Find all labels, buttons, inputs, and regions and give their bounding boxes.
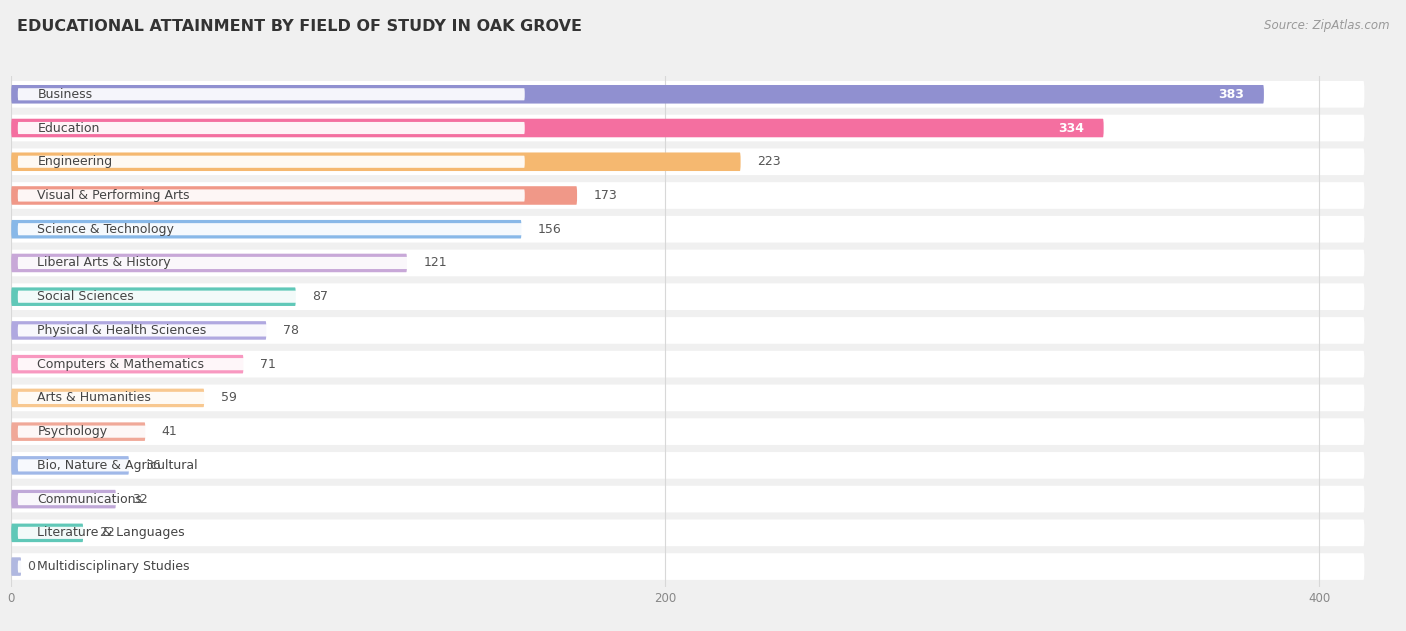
Text: Physical & Health Sciences: Physical & Health Sciences [38, 324, 207, 337]
FancyBboxPatch shape [11, 389, 204, 407]
FancyBboxPatch shape [11, 216, 1364, 242]
FancyBboxPatch shape [11, 452, 1364, 479]
FancyBboxPatch shape [11, 254, 406, 272]
Text: 41: 41 [162, 425, 177, 438]
FancyBboxPatch shape [18, 189, 524, 201]
Text: Computers & Mathematics: Computers & Mathematics [38, 358, 204, 370]
FancyBboxPatch shape [18, 88, 524, 100]
Text: 173: 173 [593, 189, 617, 202]
FancyBboxPatch shape [18, 358, 524, 370]
FancyBboxPatch shape [11, 384, 1364, 411]
Text: 71: 71 [260, 358, 276, 370]
Text: Visual & Performing Arts: Visual & Performing Arts [38, 189, 190, 202]
Text: Business: Business [38, 88, 93, 101]
FancyBboxPatch shape [18, 223, 524, 235]
Text: Psychology: Psychology [38, 425, 107, 438]
Text: 0: 0 [28, 560, 35, 573]
Text: 223: 223 [756, 155, 780, 168]
Text: Communications: Communications [38, 493, 142, 505]
Text: Engineering: Engineering [38, 155, 112, 168]
Text: 383: 383 [1219, 88, 1244, 101]
FancyBboxPatch shape [18, 291, 524, 303]
Text: Education: Education [38, 122, 100, 134]
Text: Arts & Humanities: Arts & Humanities [38, 391, 152, 404]
Text: Science & Technology: Science & Technology [38, 223, 174, 236]
FancyBboxPatch shape [11, 85, 1264, 103]
FancyBboxPatch shape [11, 250, 1364, 276]
FancyBboxPatch shape [11, 355, 243, 374]
Text: 87: 87 [312, 290, 328, 303]
FancyBboxPatch shape [18, 493, 524, 505]
FancyBboxPatch shape [18, 425, 524, 438]
FancyBboxPatch shape [11, 418, 1364, 445]
Text: Liberal Arts & History: Liberal Arts & History [38, 256, 172, 269]
FancyBboxPatch shape [11, 287, 295, 306]
Text: 334: 334 [1057, 122, 1084, 134]
Text: 156: 156 [538, 223, 561, 236]
Text: 36: 36 [145, 459, 162, 472]
Text: Bio, Nature & Agricultural: Bio, Nature & Agricultural [38, 459, 198, 472]
FancyBboxPatch shape [11, 148, 1364, 175]
Text: EDUCATIONAL ATTAINMENT BY FIELD OF STUDY IN OAK GROVE: EDUCATIONAL ATTAINMENT BY FIELD OF STUDY… [17, 19, 582, 34]
FancyBboxPatch shape [11, 321, 266, 339]
Text: 32: 32 [132, 493, 148, 505]
FancyBboxPatch shape [11, 182, 1364, 209]
FancyBboxPatch shape [11, 81, 1364, 108]
FancyBboxPatch shape [18, 122, 524, 134]
Text: 78: 78 [283, 324, 298, 337]
Text: Social Sciences: Social Sciences [38, 290, 134, 303]
FancyBboxPatch shape [18, 527, 524, 539]
FancyBboxPatch shape [11, 283, 1364, 310]
FancyBboxPatch shape [11, 422, 145, 441]
FancyBboxPatch shape [18, 156, 524, 168]
Text: Literature & Languages: Literature & Languages [38, 526, 186, 540]
FancyBboxPatch shape [11, 220, 522, 239]
FancyBboxPatch shape [11, 351, 1364, 377]
FancyBboxPatch shape [18, 324, 524, 336]
FancyBboxPatch shape [11, 456, 129, 475]
FancyBboxPatch shape [18, 257, 524, 269]
Text: 59: 59 [221, 391, 236, 404]
FancyBboxPatch shape [11, 557, 21, 576]
FancyBboxPatch shape [11, 524, 83, 542]
FancyBboxPatch shape [11, 553, 1364, 580]
FancyBboxPatch shape [11, 153, 741, 171]
Text: 22: 22 [100, 526, 115, 540]
FancyBboxPatch shape [11, 186, 576, 205]
FancyBboxPatch shape [11, 486, 1364, 512]
Text: Source: ZipAtlas.com: Source: ZipAtlas.com [1264, 19, 1389, 32]
FancyBboxPatch shape [11, 119, 1104, 138]
FancyBboxPatch shape [11, 519, 1364, 546]
FancyBboxPatch shape [18, 392, 524, 404]
Text: Multidisciplinary Studies: Multidisciplinary Studies [38, 560, 190, 573]
Text: 121: 121 [423, 256, 447, 269]
FancyBboxPatch shape [11, 317, 1364, 344]
FancyBboxPatch shape [18, 459, 524, 471]
FancyBboxPatch shape [11, 115, 1364, 141]
FancyBboxPatch shape [11, 490, 115, 509]
FancyBboxPatch shape [18, 560, 524, 573]
